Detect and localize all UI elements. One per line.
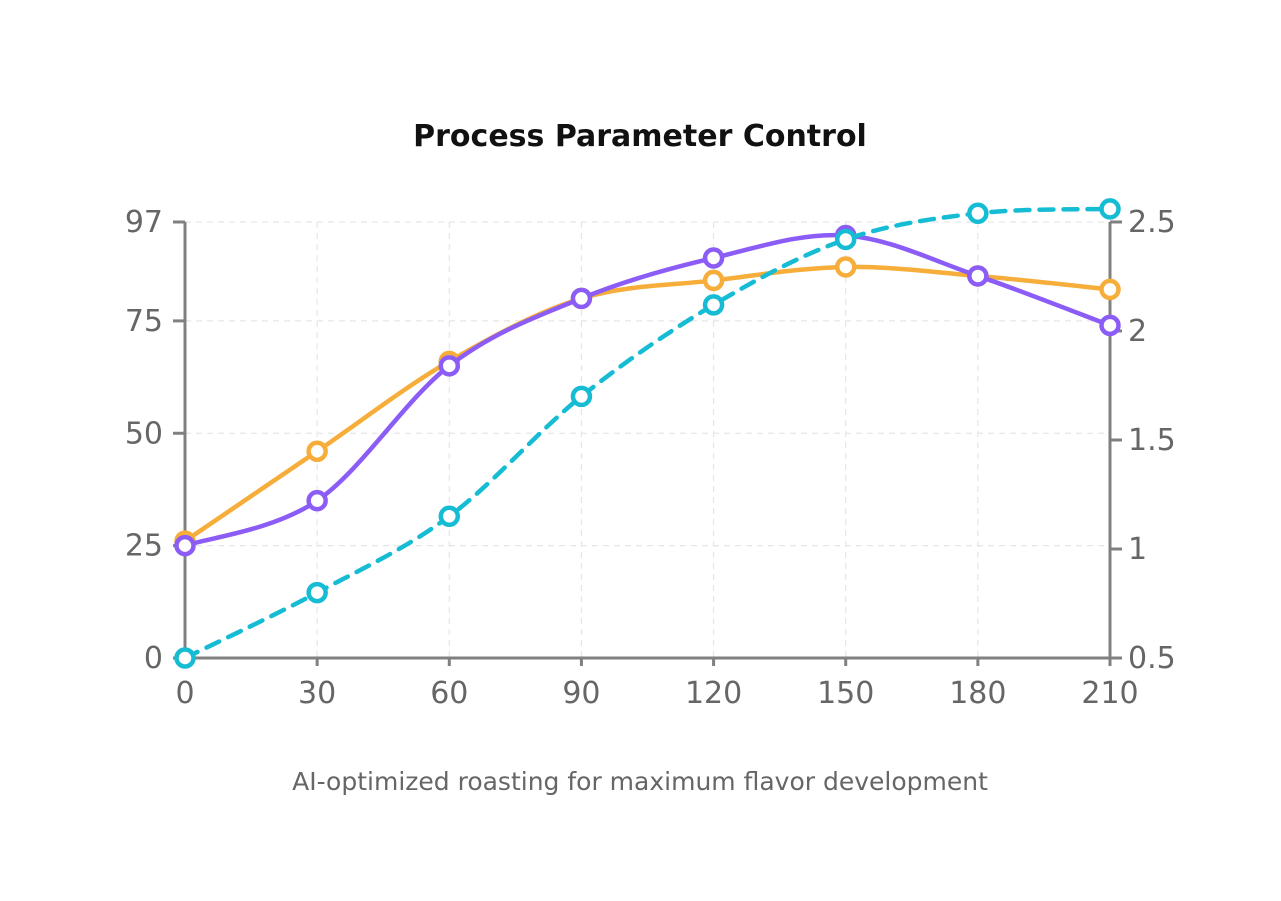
series-line (182, 206, 1113, 661)
x-tick-label: 150 (817, 676, 874, 711)
x-tick-label: 60 (430, 676, 468, 711)
data-point (702, 247, 725, 269)
data-point (1099, 278, 1121, 301)
y-right-tick-label: 0.5 (1128, 641, 1176, 676)
x-tick-label: 90 (562, 676, 600, 711)
data-point (570, 385, 593, 408)
data-point (967, 265, 989, 287)
chart-subtitle: AI-optimized roasting for maximum flavor… (292, 767, 988, 796)
y-left-tick-label: 75 (125, 304, 163, 339)
series-3 (174, 198, 1121, 669)
series-2 (174, 224, 1121, 557)
y-left-tick-label: 0 (144, 641, 163, 676)
data-point (438, 505, 461, 528)
data-point (438, 355, 461, 377)
y-left-tick-label: 97 (125, 205, 163, 240)
data-point (967, 202, 989, 225)
x-tick-label: 0 (175, 676, 194, 711)
y-right-tick-label: 1 (1128, 532, 1147, 567)
series (174, 198, 1121, 669)
chart-title: Process Parameter Control (413, 119, 867, 154)
data-point (834, 228, 857, 251)
x-tick-label: 180 (949, 676, 1006, 711)
x-tick-label: 30 (298, 676, 336, 711)
x-tick-label: 210 (1081, 676, 1138, 711)
y-right-tick-label: 2.5 (1128, 205, 1176, 240)
data-point (570, 287, 593, 310)
data-point (702, 294, 725, 316)
tick-labels: 0 30 60 90 120 150 180 210 0 25 50 75 97 0.5 1 1.5 2 2.5 (125, 205, 1176, 711)
data-point (306, 581, 328, 604)
data-point (306, 489, 328, 512)
data-point (306, 440, 328, 462)
y-left-tick-label: 50 (125, 416, 163, 451)
data-point (702, 269, 725, 292)
data-point (1099, 198, 1121, 220)
data-point (1099, 314, 1121, 337)
x-tick-label: 120 (685, 676, 742, 711)
y-left-tick-label: 25 (125, 529, 163, 564)
data-point (174, 534, 196, 557)
series-line (182, 232, 1113, 548)
y-right-tick-label: 1.5 (1128, 423, 1176, 458)
data-point (834, 256, 857, 278)
data-point (174, 647, 196, 669)
y-right-tick-label: 2 (1128, 314, 1147, 349)
